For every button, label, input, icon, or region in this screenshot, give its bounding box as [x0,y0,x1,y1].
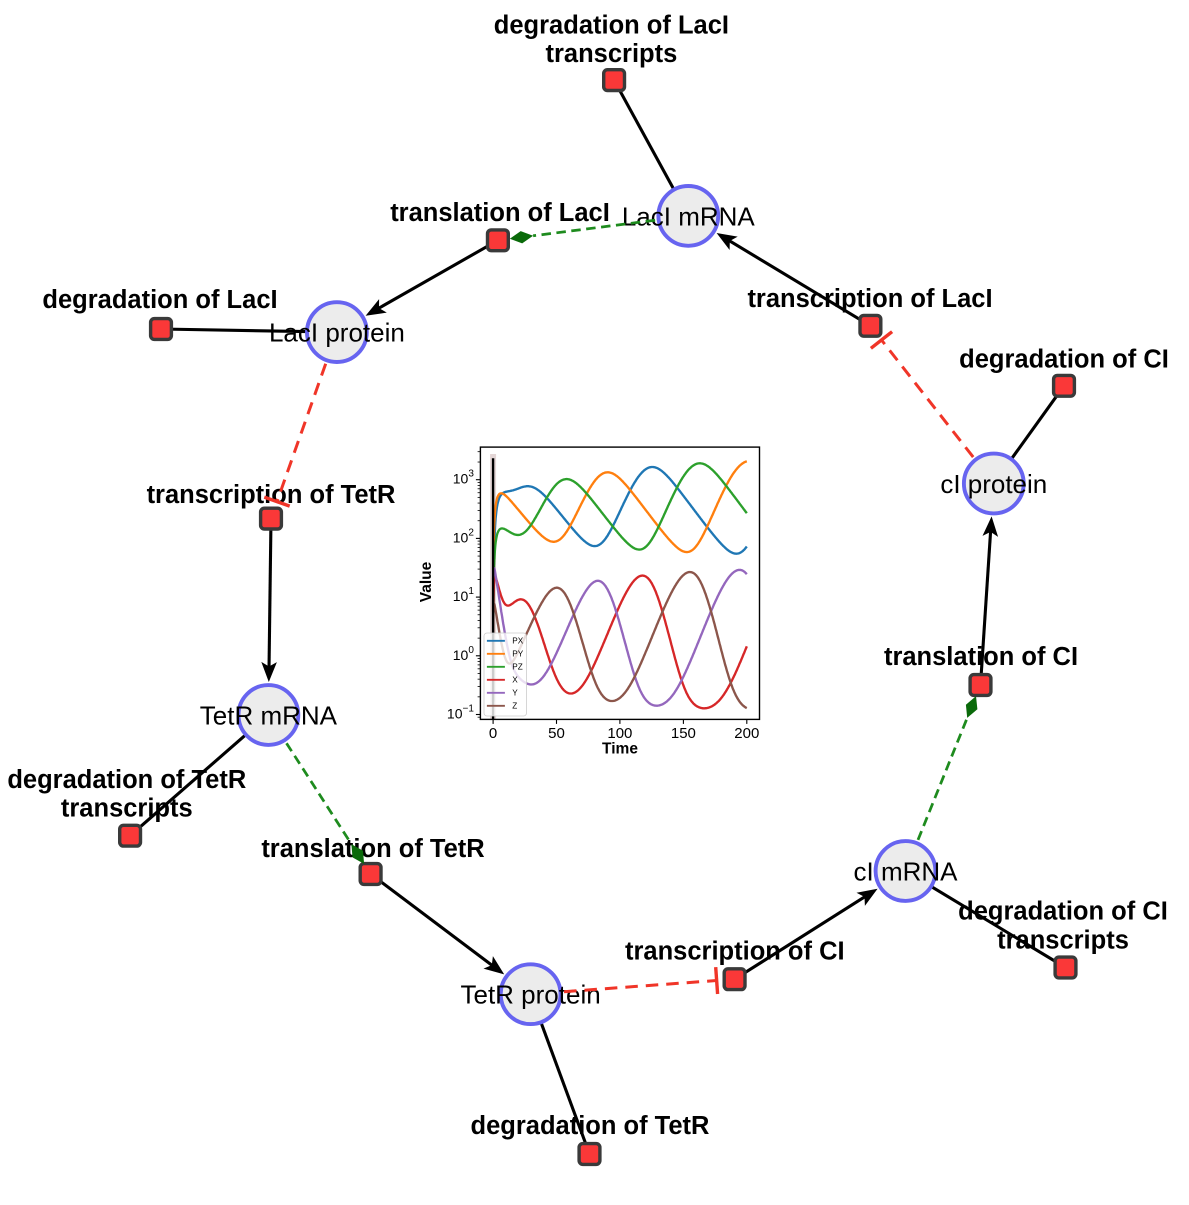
svg-text:transcription of CI: transcription of CI [625,937,845,965]
svg-text:degradation of LacI: degradation of LacI [42,286,277,314]
svg-text:degradation of LacI: degradation of LacI [494,12,729,40]
svg-text:X: X [512,676,518,685]
svg-text:transcripts: transcripts [546,40,678,68]
svg-text:TetR mRNA: TetR mRNA [200,701,338,731]
svg-text:LacI protein: LacI protein [269,318,405,348]
svg-text:transcription of TetR: transcription of TetR [147,481,396,509]
svg-text:translation of LacI: translation of LacI [390,199,610,227]
svg-text:0: 0 [489,725,497,742]
svg-text:Y: Y [512,689,518,698]
svg-text:degradation of TetR: degradation of TetR [7,766,246,794]
svg-text:transcription of LacI: transcription of LacI [747,285,992,313]
svg-text:Value: Value [418,561,435,602]
svg-text:degradation of CI: degradation of CI [958,897,1168,925]
svg-text:cI mRNA: cI mRNA [854,857,959,887]
svg-text:cI protein: cI protein [940,469,1047,499]
svg-text:PY: PY [512,650,523,659]
svg-text:PX: PX [512,637,523,646]
svg-text:TetR protein: TetR protein [461,980,601,1010]
svg-text:translation of TetR: translation of TetR [261,835,484,863]
svg-text:200: 200 [734,725,759,742]
svg-text:Z: Z [512,702,517,711]
svg-text:100: 100 [607,725,632,742]
svg-text:Time: Time [602,741,638,758]
svg-text:PZ: PZ [512,663,522,672]
svg-text:translation of CI: translation of CI [884,643,1078,671]
svg-text:degradation of CI: degradation of CI [959,346,1169,374]
svg-text:50: 50 [548,725,565,742]
svg-text:degradation of TetR: degradation of TetR [471,1112,710,1140]
svg-text:LacI mRNA: LacI mRNA [622,201,756,231]
svg-text:150: 150 [671,725,696,742]
svg-text:transcripts: transcripts [61,795,193,823]
svg-text:transcripts: transcripts [997,927,1129,955]
